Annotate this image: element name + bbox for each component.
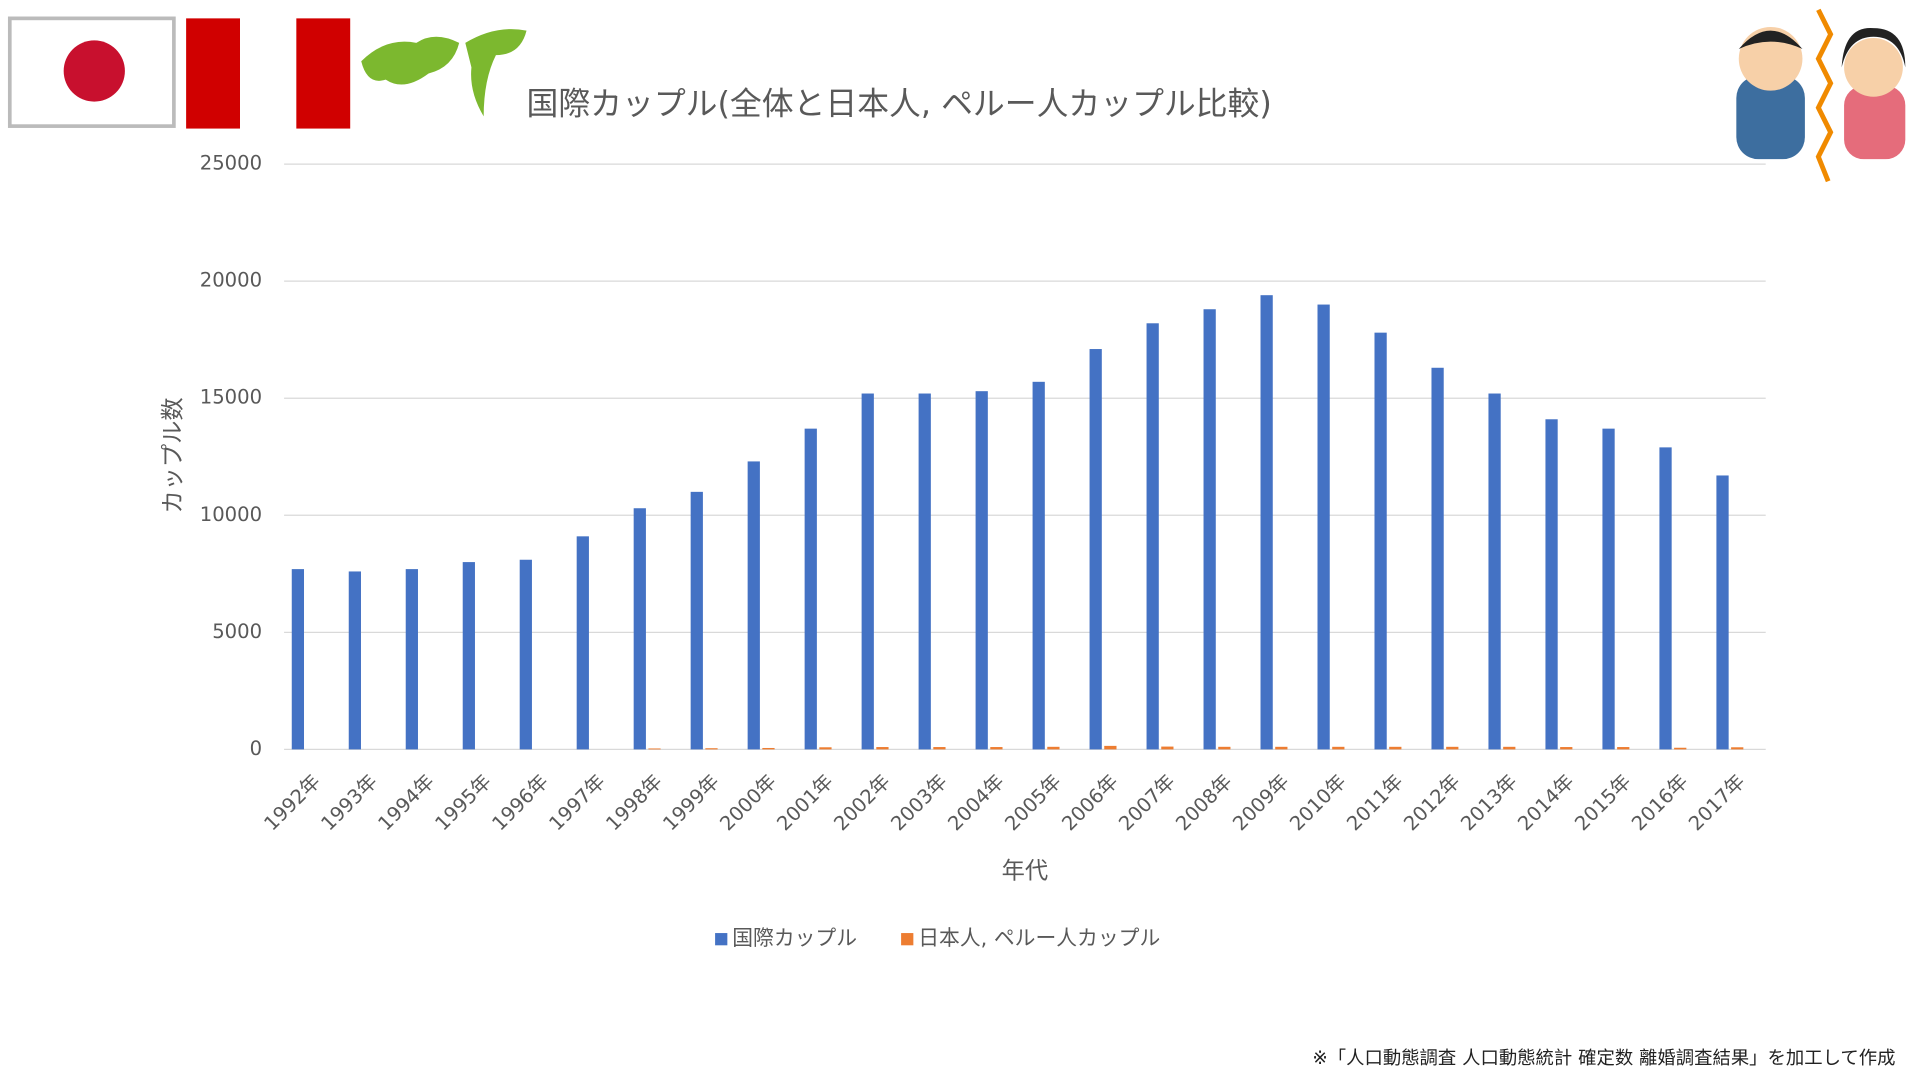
bar	[876, 747, 889, 750]
x-tick-label: 1992年	[260, 770, 325, 835]
x-tick-label: 2014年	[1513, 770, 1578, 835]
bar	[990, 747, 1003, 750]
bar	[918, 393, 931, 750]
bar	[462, 562, 475, 750]
bar	[1332, 746, 1345, 750]
bar	[1488, 393, 1501, 750]
x-tick-label: 1994年	[374, 770, 439, 835]
bar	[1374, 332, 1387, 750]
x-tick-label: 2011年	[1342, 770, 1407, 835]
bar	[861, 393, 874, 750]
bar	[1659, 447, 1672, 750]
legend-label: 日本人, ペルー人カップル	[918, 926, 1160, 950]
chart-title: 国際カップル(全体と日本人, ペルー人カップル比較)	[527, 84, 1272, 122]
bar	[1260, 295, 1273, 750]
x-tick-label: 1995年	[431, 770, 496, 835]
bar	[1047, 746, 1060, 750]
bar	[804, 428, 817, 750]
x-tick-label: 1999年	[658, 770, 723, 835]
bar	[819, 747, 832, 750]
bar	[762, 747, 775, 750]
bar	[1089, 349, 1102, 750]
bar	[975, 391, 988, 750]
x-tick-label: 2017年	[1684, 770, 1749, 835]
y-axis-title: カップル数	[159, 397, 186, 513]
bar	[1560, 747, 1573, 750]
bar	[348, 571, 361, 750]
bar	[1161, 746, 1174, 750]
decorations	[7, 8, 1906, 183]
y-tick-label: 0	[250, 737, 262, 760]
bar	[1503, 746, 1516, 750]
bar	[405, 569, 418, 750]
bar	[1731, 747, 1744, 750]
bar	[1545, 419, 1558, 750]
bar	[1389, 746, 1402, 750]
x-tick-label: 2016年	[1627, 770, 1692, 835]
y-tick-label: 10000	[200, 503, 262, 526]
y-tick-label: 25000	[200, 152, 262, 175]
x-tick-label: 2010年	[1285, 770, 1350, 835]
x-tick-label: 2004年	[943, 770, 1008, 835]
y-tick-label: 5000	[212, 620, 262, 643]
bar	[747, 461, 760, 750]
bar	[1602, 428, 1615, 750]
bar	[1446, 746, 1459, 750]
y-tick-label: 20000	[200, 269, 262, 292]
bar	[1674, 747, 1687, 750]
bar	[933, 747, 946, 750]
x-tick-label: 2007年	[1114, 770, 1179, 835]
x-tick-label: 1993年	[317, 770, 382, 835]
legend-label: 国際カップル	[732, 926, 857, 950]
bar	[1431, 367, 1444, 750]
bar	[690, 491, 703, 750]
x-tick-label: 2005年	[1000, 770, 1065, 835]
x-tick-label: 2006年	[1057, 770, 1122, 835]
x-tick-label: 1997年	[544, 770, 609, 835]
bar	[648, 748, 661, 750]
bar	[576, 536, 589, 750]
x-tick-label: 2013年	[1456, 770, 1521, 835]
bar	[633, 508, 646, 750]
bar	[1617, 747, 1630, 750]
bar	[291, 569, 305, 750]
x-tick-label: 2003年	[886, 770, 951, 835]
x-axis-title: 年代	[1002, 857, 1049, 884]
bar	[1218, 746, 1231, 750]
x-tick-label: 2015年	[1570, 770, 1635, 835]
x-tick-label: 2000年	[715, 770, 780, 835]
source-note: ※「人口動態調査 人口動態統計 確定数 離婚調査結果」を加工して作成	[1312, 1048, 1895, 1069]
bar	[1146, 323, 1159, 750]
y-tick-label: 15000	[200, 386, 262, 409]
legend-swatch	[901, 933, 914, 946]
x-tick-label: 2001年	[772, 770, 837, 835]
bar	[1716, 475, 1729, 750]
bar	[519, 559, 532, 750]
bar	[1032, 381, 1045, 750]
bar	[1104, 745, 1117, 750]
bar	[1203, 309, 1216, 750]
x-tick-label: 2008年	[1171, 770, 1236, 835]
bar	[1275, 746, 1288, 750]
bar	[705, 748, 718, 750]
x-tick-label: 2009年	[1228, 770, 1293, 835]
x-tick-label: 2012年	[1399, 770, 1464, 835]
bar	[1317, 304, 1330, 750]
x-tick-label: 1998年	[601, 770, 666, 835]
legend-swatch	[715, 933, 728, 946]
x-tick-label: 2002年	[829, 770, 894, 835]
x-tick-label: 1996年	[487, 770, 552, 835]
